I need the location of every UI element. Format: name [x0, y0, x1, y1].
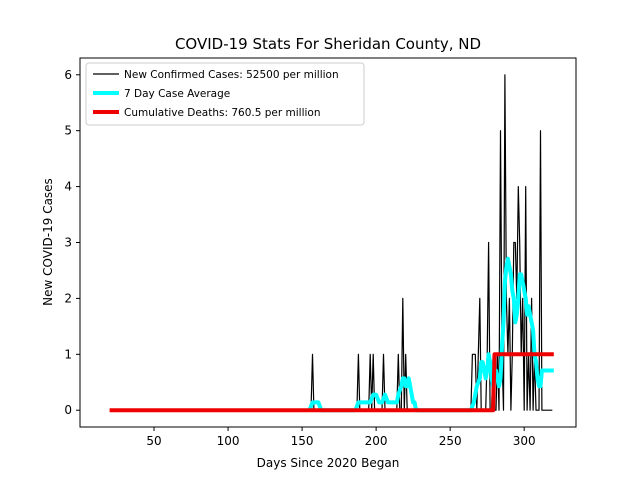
x-tick-label: 300 [513, 434, 536, 448]
y-tick-label: 1 [64, 347, 72, 361]
series-line-3 [109, 352, 554, 413]
legend-label-1: New Confirmed Cases: 52500 per million [124, 69, 339, 81]
plot-layer [109, 74, 555, 413]
y-tick-label: 3 [64, 236, 72, 250]
legend: New Confirmed Cases: 52500 per million 7 … [85, 62, 365, 126]
x-tick-label: 200 [365, 434, 388, 448]
ticks-layer: 50 100 150 200 250 300 0 1 2 3 4 5 6 [64, 68, 535, 448]
x-tick-label: 100 [217, 434, 240, 448]
x-tick-label: 150 [291, 434, 314, 448]
chart-title: COVID-19 Stats For Sheridan County, ND [175, 35, 481, 53]
x-tick-label: 250 [439, 434, 462, 448]
x-tick-label: 50 [146, 434, 161, 448]
x-axis-label: Days Since 2020 Began [257, 456, 400, 470]
y-tick-label: 0 [64, 403, 72, 417]
legend-label-2: 7 Day Case Average [124, 88, 230, 100]
y-tick-label: 4 [64, 180, 72, 194]
y-tick-label: 2 [64, 291, 72, 305]
y-axis-label: New COVID-19 Cases [41, 178, 55, 306]
y-tick-label: 6 [64, 68, 72, 82]
legend-label-3: Cumulative Deaths: 760.5 per million [124, 107, 321, 119]
y-tick-label: 5 [64, 124, 72, 138]
legend-box [85, 62, 365, 126]
series-line-2 [307, 256, 555, 413]
